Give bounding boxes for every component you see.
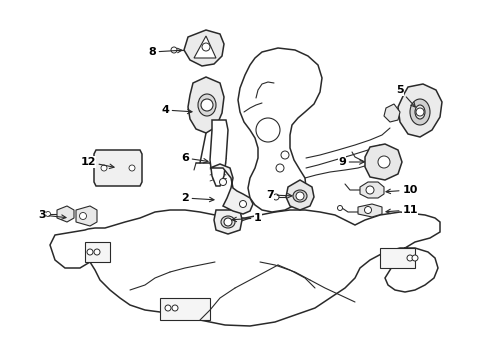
Text: 8: 8 <box>148 47 182 57</box>
Polygon shape <box>76 206 97 226</box>
Text: 1: 1 <box>231 213 262 223</box>
Ellipse shape <box>409 99 429 125</box>
Polygon shape <box>364 144 401 180</box>
Ellipse shape <box>292 190 306 202</box>
Circle shape <box>365 186 373 194</box>
Circle shape <box>94 249 100 255</box>
Circle shape <box>411 255 417 261</box>
Text: 7: 7 <box>265 190 291 200</box>
Text: 3: 3 <box>38 210 66 220</box>
Polygon shape <box>383 104 399 122</box>
Circle shape <box>415 108 423 116</box>
Polygon shape <box>285 180 313 210</box>
Polygon shape <box>357 204 381 217</box>
Circle shape <box>337 206 342 211</box>
Circle shape <box>164 305 171 311</box>
Polygon shape <box>85 242 110 262</box>
Polygon shape <box>209 120 227 186</box>
Polygon shape <box>238 48 321 212</box>
Text: 9: 9 <box>337 157 363 167</box>
Ellipse shape <box>198 94 216 116</box>
Ellipse shape <box>414 105 424 119</box>
Circle shape <box>377 156 389 168</box>
Circle shape <box>45 212 50 216</box>
Text: 2: 2 <box>181 193 214 203</box>
Circle shape <box>281 151 288 159</box>
Circle shape <box>80 212 86 220</box>
Text: 4: 4 <box>161 105 192 115</box>
Polygon shape <box>94 150 142 186</box>
Polygon shape <box>183 30 224 66</box>
Ellipse shape <box>221 216 235 228</box>
Text: 12: 12 <box>80 157 114 168</box>
Circle shape <box>101 165 107 171</box>
Polygon shape <box>209 164 252 214</box>
Circle shape <box>272 194 279 200</box>
Circle shape <box>224 218 231 226</box>
Circle shape <box>171 47 177 53</box>
Circle shape <box>202 43 209 51</box>
Polygon shape <box>214 210 242 234</box>
Polygon shape <box>379 248 414 268</box>
Circle shape <box>364 207 371 213</box>
Circle shape <box>256 118 280 142</box>
Circle shape <box>87 249 93 255</box>
Text: 6: 6 <box>181 153 207 163</box>
Polygon shape <box>194 36 216 58</box>
Polygon shape <box>187 77 224 133</box>
Polygon shape <box>160 298 209 320</box>
Polygon shape <box>359 182 383 198</box>
Circle shape <box>406 255 412 261</box>
Circle shape <box>201 99 213 111</box>
Polygon shape <box>50 210 439 326</box>
Circle shape <box>295 192 304 200</box>
Polygon shape <box>397 84 441 137</box>
Circle shape <box>275 164 284 172</box>
Circle shape <box>239 201 246 207</box>
Text: 11: 11 <box>385 205 417 215</box>
Circle shape <box>219 179 226 185</box>
Circle shape <box>129 165 135 171</box>
Text: 10: 10 <box>385 185 417 195</box>
Circle shape <box>172 305 178 311</box>
Text: 5: 5 <box>395 85 414 107</box>
Polygon shape <box>57 206 74 222</box>
